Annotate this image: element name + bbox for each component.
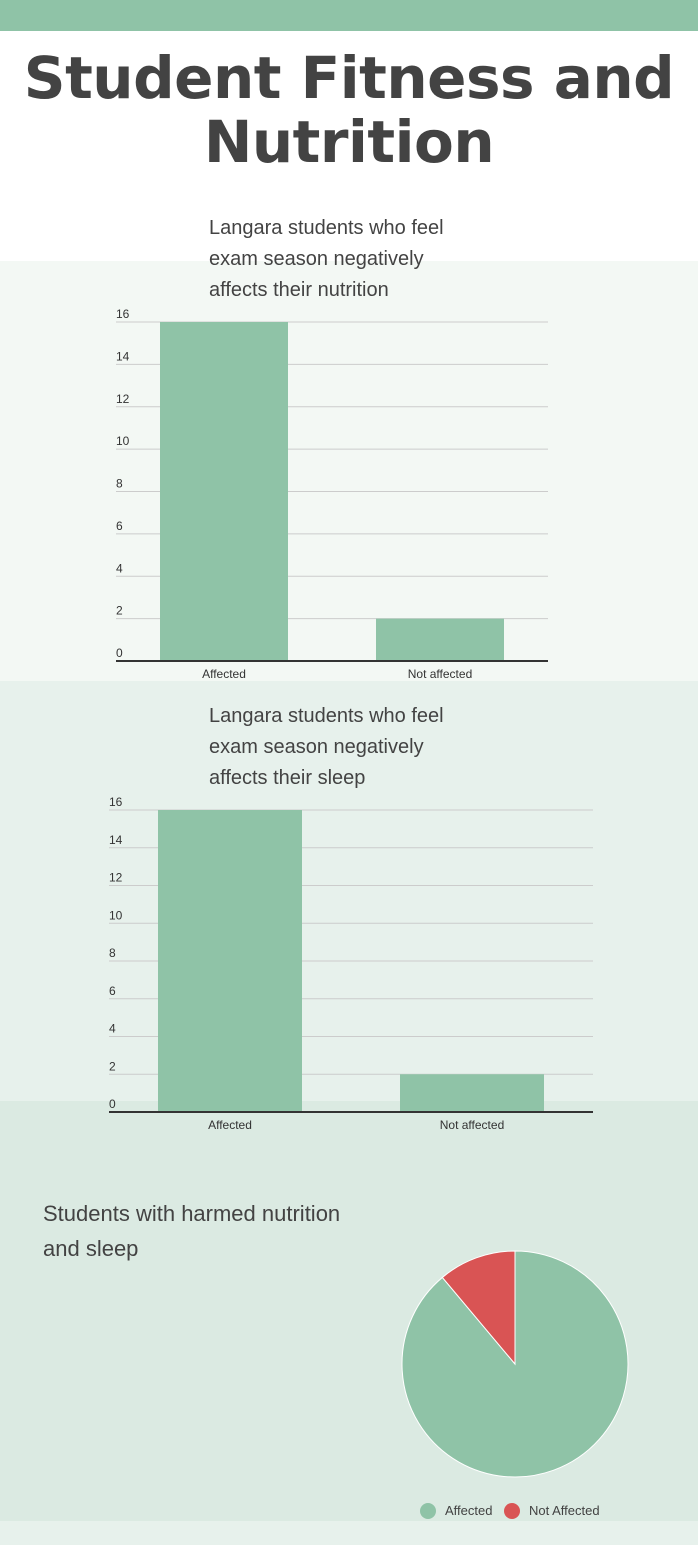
legend-label: Not Affected <box>529 1503 600 1518</box>
y-tick-label: 6 <box>116 519 123 533</box>
legend-label: Affected <box>445 1503 492 1518</box>
nutrition-chart-title: Langara students who feel exam season ne… <box>209 217 444 301</box>
bottom-accent-bar <box>0 1521 698 1545</box>
y-tick-label: 0 <box>116 646 123 660</box>
section-nutrition-bg <box>0 261 698 681</box>
y-tick-label: 10 <box>116 434 130 448</box>
pie-slice-not-affected <box>441 1250 516 1366</box>
y-tick-label: 10 <box>109 908 123 922</box>
bar-affected <box>160 322 288 661</box>
y-tick-label: 2 <box>116 604 123 618</box>
x-category-label: Not affected <box>440 1118 505 1132</box>
legend-swatch <box>420 1503 436 1519</box>
y-tick-label: 2 <box>109 1059 116 1073</box>
pie-chart-title: Students with harmed nutrition and sleep <box>43 1201 341 1261</box>
legend-swatch <box>504 1503 520 1519</box>
nutrition-bar-chart: 0 2 4 6 8 10 12 14 16 Affected Not affected <box>116 307 548 681</box>
page-title: Student Fitness and Nutrition <box>23 44 675 176</box>
y-tick-label: 12 <box>116 392 130 406</box>
y-tick-label: 16 <box>116 307 130 321</box>
y-tick-label: 14 <box>116 349 130 363</box>
top-accent-bar <box>0 0 698 31</box>
x-category-label: Affected <box>208 1118 252 1132</box>
y-tick-label: 0 <box>109 1097 116 1111</box>
x-category-label: Not affected <box>408 667 473 681</box>
sleep-bar-chart: 0 2 4 6 8 10 12 14 16 Affected Not affected <box>109 795 593 1132</box>
x-category-label: Affected <box>202 667 246 681</box>
y-tick-label: 14 <box>109 833 123 847</box>
y-tick-label: 4 <box>109 1022 116 1036</box>
y-tick-label: 12 <box>109 871 123 885</box>
bar-not-affected <box>376 618 504 661</box>
y-tick-label: 8 <box>116 477 123 491</box>
y-tick-label: 8 <box>109 946 116 960</box>
section-sleep-bg <box>0 681 698 1101</box>
y-tick-label: 16 <box>109 795 123 809</box>
y-tick-label: 4 <box>116 561 123 575</box>
bar-affected <box>158 810 302 1112</box>
bar-not-affected <box>400 1074 544 1112</box>
y-tick-label: 6 <box>109 984 116 998</box>
sleep-chart-title: Langara students who feel exam season ne… <box>209 705 444 789</box>
